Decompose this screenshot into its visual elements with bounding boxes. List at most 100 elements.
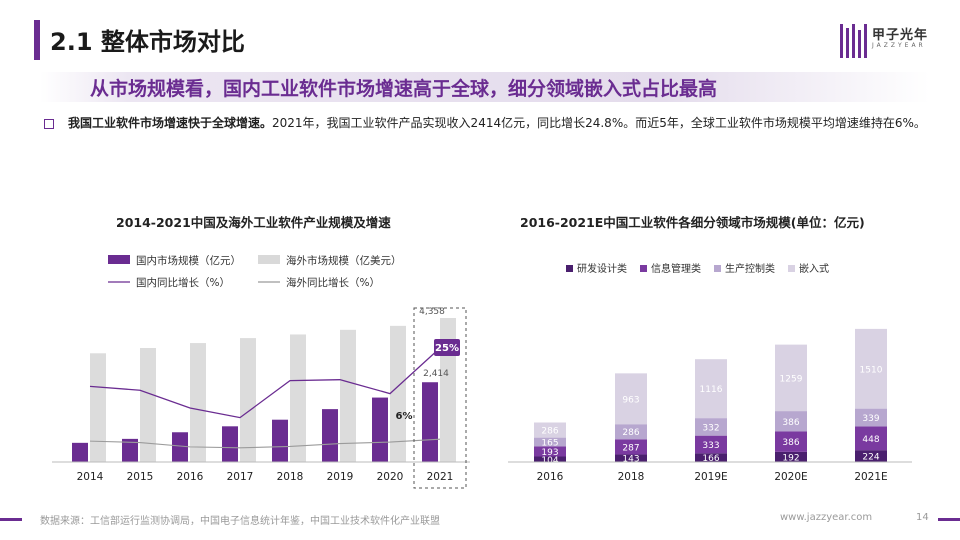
legend2-label-0: 研发设计类: [577, 262, 627, 275]
stack-seg-2020E-2: [775, 411, 807, 432]
domestic-bar-2017: [222, 426, 238, 462]
x-tick-2021: 2021: [427, 471, 454, 483]
highlight-box-2021: [413, 307, 467, 489]
legend2-label-2: 生产控制类: [725, 262, 775, 275]
x2-tick-2018: 2018: [618, 471, 645, 483]
overseas-bar-2014: [90, 353, 106, 462]
domestic-bar-2019: [322, 409, 338, 462]
label-overseas-growth-2021: 6%: [396, 411, 413, 422]
stack-label-2019E-2: 332: [702, 423, 719, 433]
label-overseas-2021: 4,358: [419, 307, 445, 317]
stack-seg-2018-1: [615, 439, 647, 455]
footer-accent-right: [938, 518, 960, 521]
stack-seg-2021E-0: [855, 450, 887, 462]
page-title: 2.1 整体市场对比: [50, 28, 245, 56]
jazzyear-logo-icon: [840, 24, 867, 58]
stack-seg-2016-1: [534, 446, 566, 457]
stack-label-2020E-0: 192: [782, 453, 799, 463]
chart2-svg: 研发设计类 信息管理类 生产控制类 嵌入式1041931652862016143287…: [508, 262, 912, 483]
x-tick-2014: 2014: [77, 471, 104, 483]
domestic-bar-2015: [122, 438, 138, 462]
stack-seg-2020E-3: [775, 344, 807, 412]
stack-label-2018-3: 963: [622, 395, 639, 405]
lead-paragraph: 我国工业软件市场增速快于全球增速。2021年，我国工业软件产品实现收入2414亿…: [68, 114, 928, 132]
stack-seg-2016-3: [534, 422, 566, 438]
overseas-bar-2017: [240, 338, 256, 462]
stack-label-2016-3: 286: [541, 427, 558, 437]
label-bg-growth-2021: [434, 339, 460, 356]
legend-label-0: 国内市场规模（亿元）: [136, 254, 241, 267]
label-domestic-growth-2021: 25%: [435, 343, 459, 354]
overseas-bar-2018: [290, 334, 306, 462]
legend-swatch-0: [108, 255, 130, 264]
stack-label-2016-1: 193: [541, 448, 558, 458]
stack-seg-2021E-2: [855, 408, 887, 427]
stack-label-2018-0: 143: [622, 455, 639, 465]
stack-label-2020E-1: 386: [782, 438, 799, 448]
domestic-bar-2018: [272, 419, 288, 462]
subtitle-band: [40, 72, 930, 102]
domestic-bar-2020: [372, 397, 388, 462]
footer-accent-left: [0, 518, 22, 521]
legend2-label-3: 嵌入式: [799, 262, 829, 275]
stack-seg-2018-3: [615, 373, 647, 425]
x-tick-2018: 2018: [277, 471, 304, 483]
logo-text: 甲子光年: [872, 28, 929, 43]
stack-label-2018-2: 286: [622, 428, 639, 438]
stack-label-2019E-0: 166: [702, 454, 719, 464]
stack-seg-2020E-0: [775, 451, 807, 462]
stack-seg-2019E-1: [695, 435, 727, 454]
x2-tick-2021E: 2021E: [854, 471, 887, 483]
legend2-swatch-1: [640, 265, 647, 272]
domestic-bar-2016: [172, 432, 188, 462]
legend-label-3: 海外同比增长（%）: [286, 276, 380, 289]
stack-label-2019E-3: 1116: [700, 385, 723, 395]
overseas-bar-2015: [140, 348, 156, 462]
stack-label-2020E-3: 1259: [780, 374, 803, 384]
website-link[interactable]: www.jazzyear.com: [780, 512, 873, 523]
stack-label-2021E-2: 339: [862, 414, 879, 424]
stack-label-2021E-1: 448: [862, 435, 879, 445]
stack-label-2018-1: 287: [622, 443, 639, 453]
stack-seg-2021E-1: [855, 426, 887, 451]
domestic-growth-line: [89, 347, 441, 419]
lead-rest: 2021年，我国工业软件产品实现收入2414亿元，同比增长24.8%。而近5年，…: [272, 116, 926, 130]
x2-tick-2016: 2016: [537, 471, 564, 483]
domestic-bar-2021: [422, 382, 438, 462]
x-tick-2015: 2015: [127, 471, 154, 483]
overseas-growth-line: [89, 438, 441, 449]
legend-label-2: 国内同比增长（%）: [136, 276, 230, 289]
stack-label-2016-2: 165: [541, 438, 558, 448]
stack-label-2021E-0: 224: [862, 453, 879, 463]
label-domestic-2021: 2,414: [423, 369, 449, 379]
logo-subtext: JAZZYEAR: [872, 42, 926, 49]
legend2-swatch-2: [714, 265, 721, 272]
stack-label-2021E-3: 1510: [860, 365, 883, 375]
stack-label-2019E-1: 333: [702, 441, 719, 451]
legend2-swatch-0: [566, 265, 573, 272]
legend2-label-1: 信息管理类: [651, 262, 701, 275]
legend2-swatch-3: [788, 265, 795, 272]
stack-label-2020E-2: 386: [782, 418, 799, 428]
legend-swatch-1: [258, 255, 280, 264]
x2-tick-2019E: 2019E: [694, 471, 727, 483]
stack-seg-2021E-3: [855, 328, 887, 409]
stack-seg-2019E-3: [695, 359, 727, 419]
stack-label-2016-0: 104: [541, 456, 558, 466]
legend-label-1: 海外市场规模（亿美元）: [286, 254, 402, 267]
x-tick-2020: 2020: [377, 471, 404, 483]
stack-seg-2019E-0: [695, 453, 727, 462]
stack-seg-2019E-2: [695, 418, 727, 436]
domestic-bar-2014: [72, 442, 88, 462]
x-tick-2017: 2017: [227, 471, 254, 483]
page-subtitle: 从市场规模看，国内工业软件市场增速高于全球，细分领域嵌入式占比最高: [90, 78, 718, 100]
stack-seg-2020E-1: [775, 431, 807, 452]
x2-tick-2020E: 2020E: [774, 471, 807, 483]
bullet-square-icon: [44, 119, 54, 129]
chart1-svg: 国内市场规模（亿元） 海外市场规模（亿美元） 国内同比增长（%） 海外同比增长（%） 2…: [52, 254, 470, 489]
stack-seg-2018-0: [615, 454, 647, 462]
overseas-bar-2019: [340, 329, 356, 462]
lead-bold: 我国工业软件市场增速快于全球增速。: [68, 116, 273, 130]
chart1-title: 2014-2021中国及海外工业软件产业规模及增速: [116, 215, 391, 230]
overseas-bar-2020: [390, 325, 406, 462]
